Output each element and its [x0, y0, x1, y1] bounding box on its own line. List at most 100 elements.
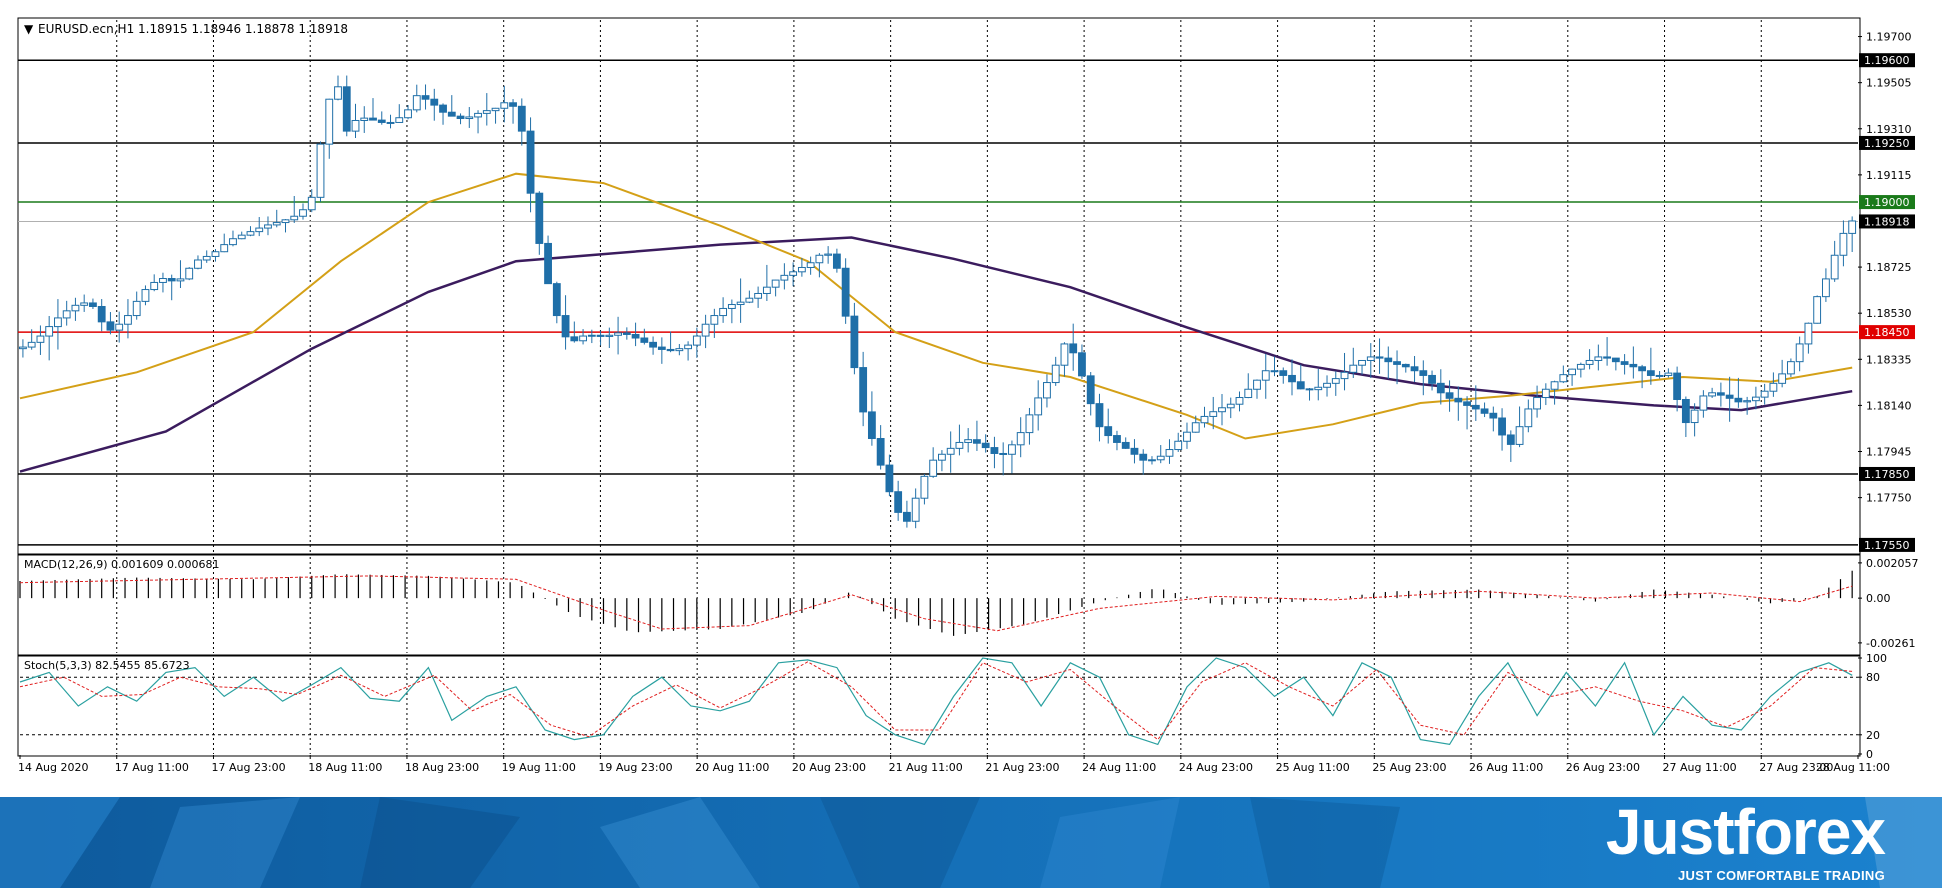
candle-body: [229, 238, 237, 246]
candle-body: [1244, 388, 1253, 399]
candle-body: [1506, 434, 1515, 445]
candle-body: [360, 117, 369, 121]
candle-body: [762, 286, 771, 294]
time-tick-label: 14 Aug 2020: [18, 761, 88, 774]
candle-body: [1463, 401, 1471, 406]
time-axis: 14 Aug 2020 17 Aug 11:00 17 Aug 23:00 18 Au…: [18, 755, 1890, 774]
candle-body: [841, 267, 850, 317]
candle-body: [1436, 382, 1445, 394]
candle-body: [386, 121, 395, 124]
candle-body: [911, 497, 920, 522]
candle-body: [832, 253, 841, 269]
candle-body: [920, 475, 929, 499]
candle-body: [1253, 379, 1261, 390]
candle-body: [1559, 374, 1568, 383]
time-tick-label: 21 Aug 11:00: [889, 761, 963, 774]
candle-body: [1629, 363, 1638, 368]
candle-body: [89, 302, 97, 307]
candle-body: [1541, 388, 1550, 399]
candle-body: [876, 438, 885, 466]
candle-body: [132, 300, 141, 317]
level-tag-label: 1.17550: [1864, 539, 1910, 552]
candle-body: [237, 234, 246, 240]
candle-body: [1340, 371, 1349, 380]
candle-body: [614, 332, 622, 336]
candle-body: [412, 95, 421, 111]
candle-body: [124, 315, 132, 325]
candle-body: [1585, 359, 1594, 365]
candle-body: [1830, 254, 1839, 280]
brand-banner: [0, 797, 1942, 888]
candle-body: [447, 111, 456, 117]
candle-body: [973, 439, 981, 444]
candle-body: [955, 441, 964, 449]
candle-body: [587, 334, 596, 337]
candle-body: [666, 348, 675, 352]
candle-body: [999, 452, 1008, 455]
candle-body: [1043, 382, 1051, 399]
candle-body: [509, 102, 517, 107]
candle-body: [1690, 409, 1699, 424]
candle-body: [150, 281, 159, 291]
candle-body: [1218, 407, 1226, 413]
candle-body: [701, 323, 710, 337]
candle-body: [535, 192, 544, 244]
candle-body: [552, 283, 561, 317]
time-tick-label: 20 Aug 23:00: [792, 761, 866, 774]
ma-slow-line: [19, 236, 1853, 473]
main-panel-frame: [17, 17, 1861, 555]
candle-body: [1113, 435, 1121, 443]
candle-body: [859, 367, 868, 413]
candle-body: [1795, 343, 1804, 363]
candle-body: [1016, 432, 1025, 446]
candle-body: [334, 86, 342, 100]
stoch-indicator: [19, 657, 1858, 746]
candle-body: [1148, 459, 1156, 462]
candle-body: [771, 279, 780, 288]
price-tick-label: 1.19700: [1866, 31, 1912, 44]
candle-body: [1121, 441, 1130, 449]
candle-body: [465, 116, 474, 120]
candle-body: [404, 109, 412, 119]
price-tick-label: 1.17750: [1866, 492, 1912, 505]
level-tag-label: 1.19000: [1864, 196, 1910, 209]
candle-body: [815, 254, 824, 264]
candle-body: [754, 292, 763, 299]
candle-body: [106, 321, 115, 331]
candle-body: [1323, 382, 1331, 388]
level-tag-label: 1.19250: [1864, 137, 1910, 150]
candle-body: [167, 278, 176, 282]
level-tag: [1859, 53, 1915, 68]
candle-body: [1401, 363, 1410, 368]
candle-body: [1576, 363, 1585, 370]
candle-body: [342, 86, 351, 132]
candle-body: [684, 344, 693, 350]
candle-body: [1751, 396, 1760, 402]
candle-body: [780, 274, 789, 281]
candle-body: [1725, 394, 1734, 399]
time-tick-label: 19 Aug 23:00: [598, 761, 672, 774]
candle-body: [377, 119, 386, 123]
candle-body: [1008, 444, 1016, 455]
stoch-signal-line: [19, 661, 1853, 741]
candle-body: [421, 95, 430, 100]
candle-body: [1498, 417, 1506, 436]
candle-body: [1778, 373, 1787, 384]
vertical-gridlines: [116, 20, 1762, 754]
time-tick-label: 27 Aug 11:00: [1663, 761, 1737, 774]
candle-body: [1611, 357, 1620, 363]
macd-signal-line: [19, 575, 1853, 632]
macd-tick-label: 0.00: [1866, 592, 1891, 605]
candle-body: [1051, 364, 1060, 384]
candle-body: [1025, 414, 1034, 434]
stoch-title: Stoch(5,3,3) 82.5455 85.6723: [24, 659, 190, 672]
candle-body: [517, 105, 526, 132]
candle-body: [141, 289, 150, 302]
candle-body: [1191, 422, 1200, 433]
candle-body: [1664, 372, 1673, 376]
candle-body: [938, 453, 946, 461]
logo-wordmark: Justforex: [1605, 796, 1886, 868]
candle-body: [990, 447, 999, 454]
candle-body: [1804, 322, 1813, 345]
candle-body: [1769, 382, 1778, 392]
